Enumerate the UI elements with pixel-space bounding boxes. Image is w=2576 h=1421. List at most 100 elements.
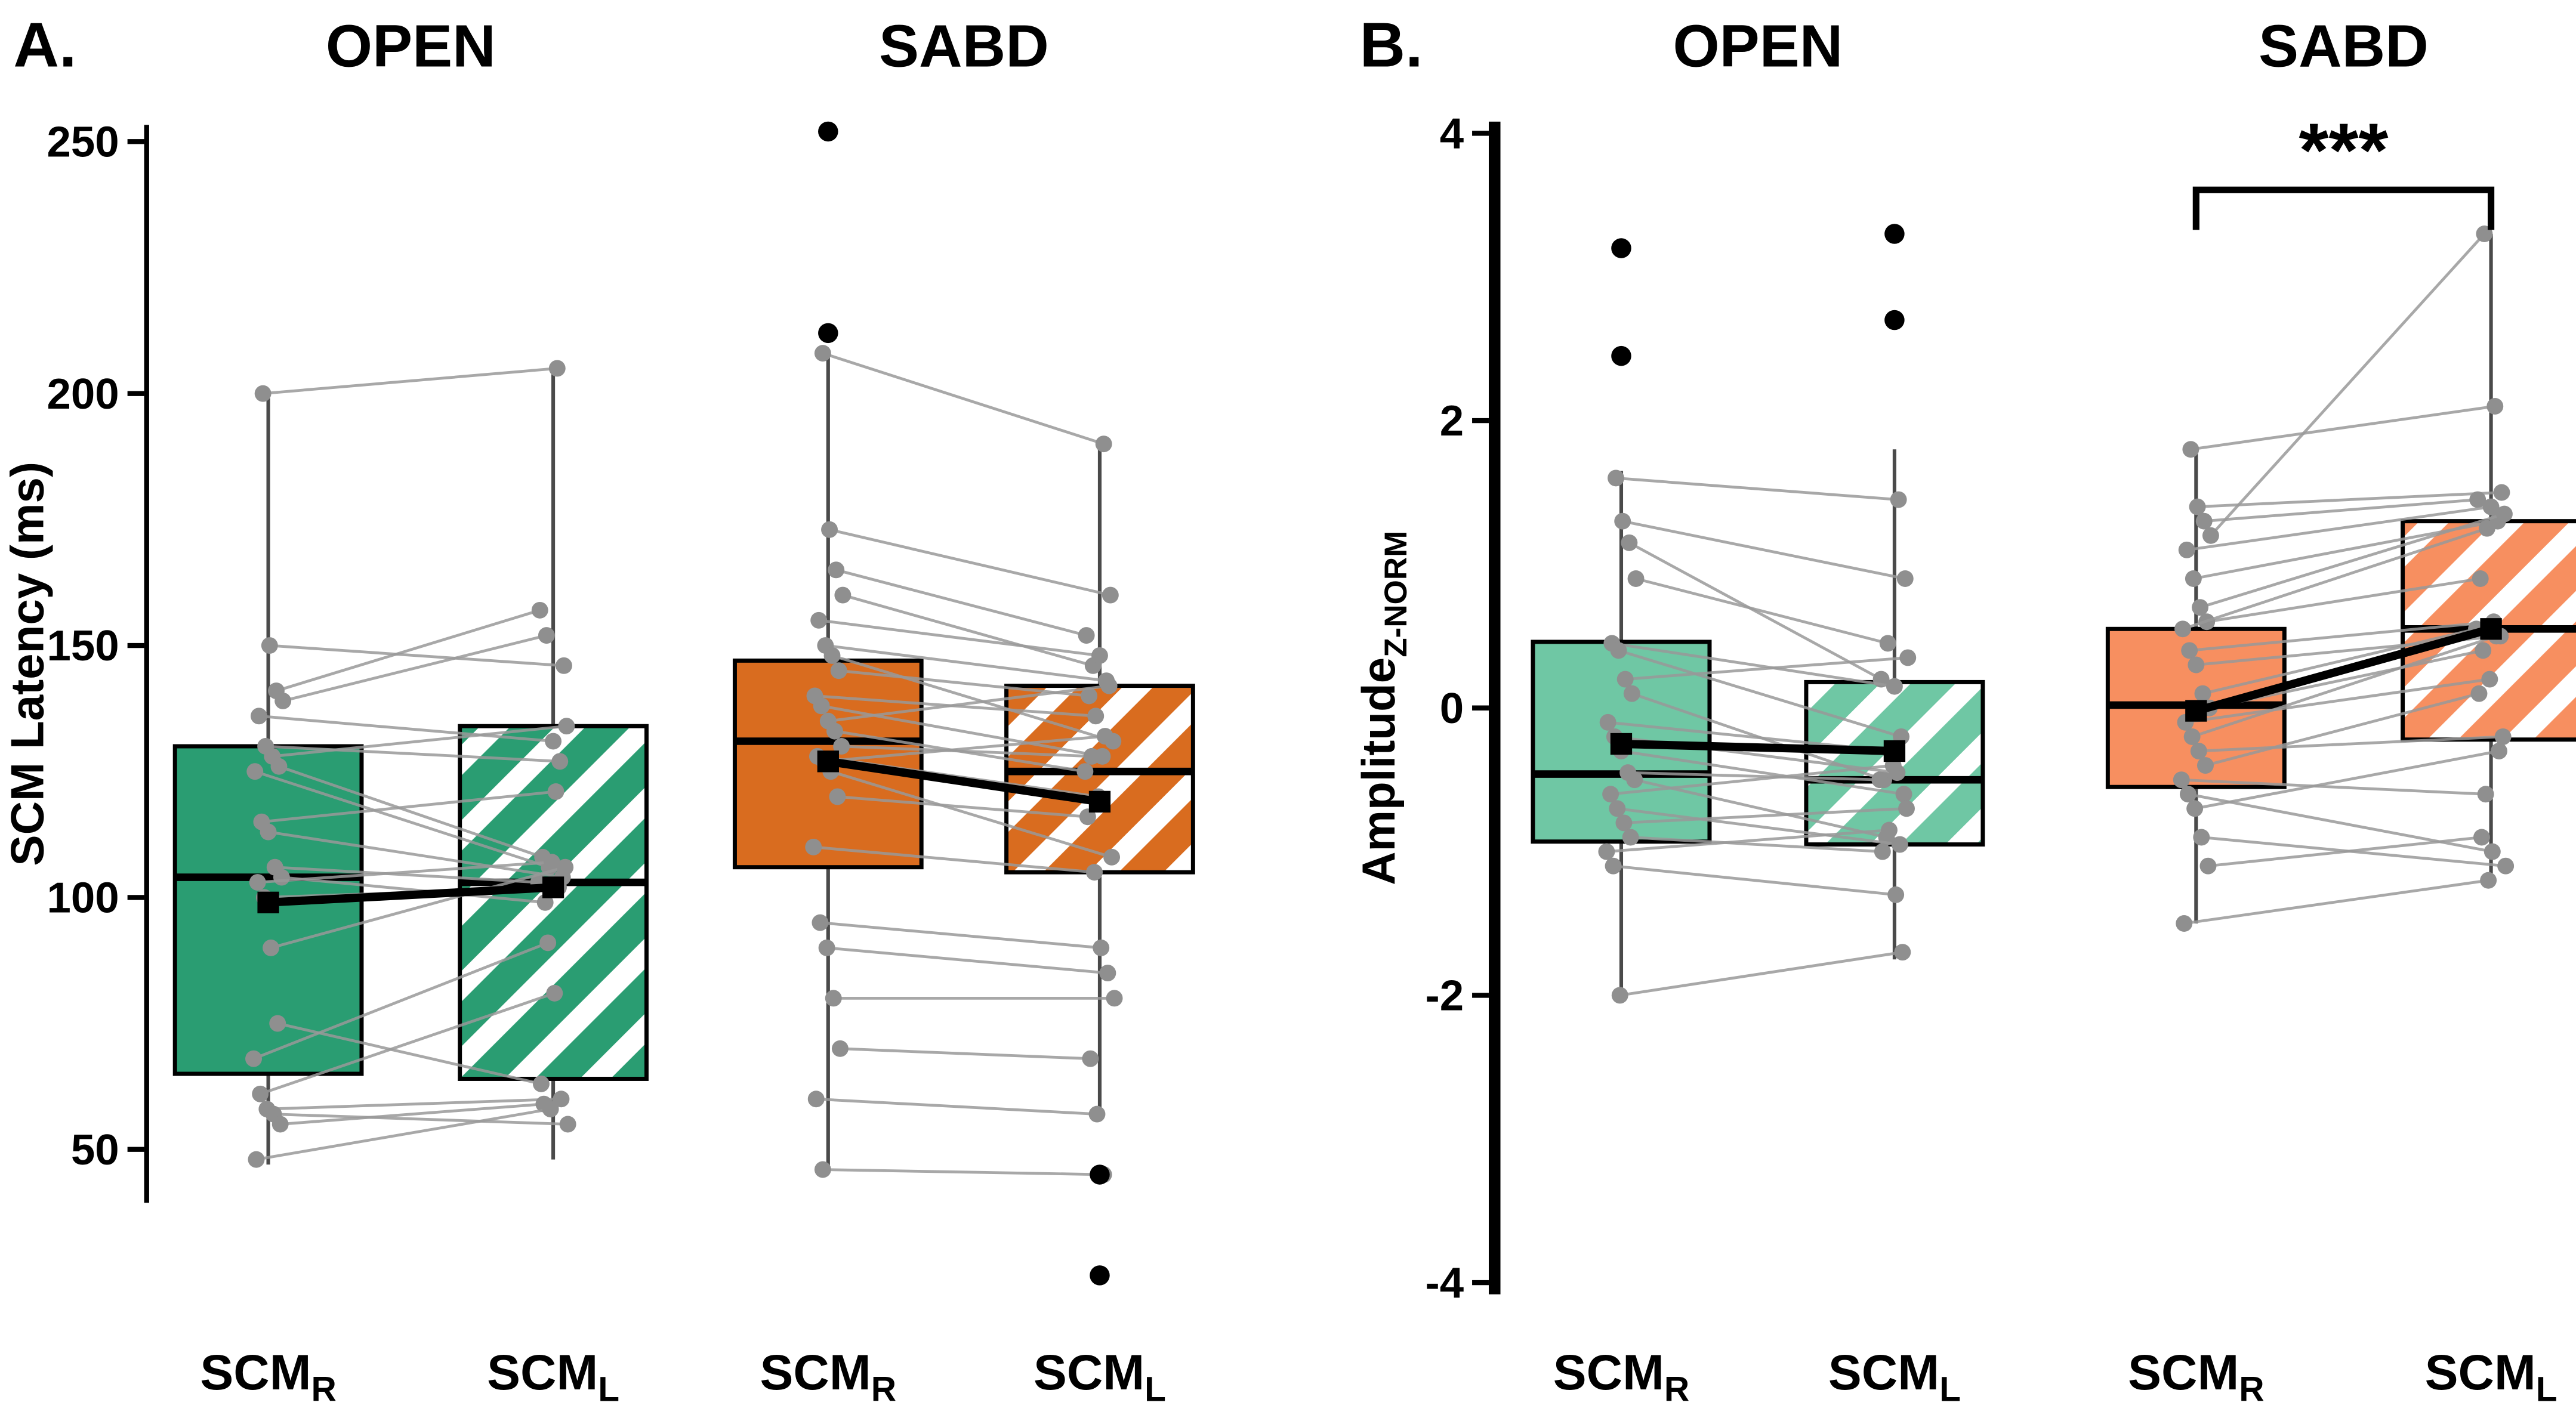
pair-line: [2183, 879, 2489, 925]
pair-line: [276, 608, 541, 693]
mean-marker: [1883, 740, 1906, 762]
pair-line: [282, 634, 547, 703]
data-point: [249, 874, 266, 891]
mean-marker: [542, 876, 564, 898]
data-point: [252, 1085, 269, 1102]
pair-line: [838, 669, 1090, 697]
pair-line: [280, 1102, 544, 1126]
pair-line: [1628, 541, 1882, 681]
pair-line: [2208, 836, 2482, 868]
data-point: [2179, 786, 2196, 803]
data-point: [2186, 800, 2204, 817]
data-point: [2484, 843, 2501, 860]
data-point: [805, 838, 822, 855]
x-label-sub: L: [598, 1370, 619, 1408]
pair-line: [2191, 635, 2497, 739]
pair-line: [263, 367, 557, 396]
x-label-main: SCM: [1828, 1344, 1939, 1400]
pair-line: [828, 684, 1109, 723]
data-point: [263, 939, 280, 956]
group-title: SABD: [879, 13, 1049, 80]
data-point: [1093, 939, 1110, 956]
data-point: [1599, 713, 1616, 731]
outlier-point: [818, 121, 838, 142]
mean-marker: [2185, 700, 2207, 722]
data-point: [1605, 857, 1622, 875]
x-label-main: SCM: [760, 1344, 871, 1400]
panel-letter: A.: [13, 10, 76, 81]
pair-line: [2194, 749, 2500, 810]
data-point: [545, 733, 562, 750]
data-point: [813, 697, 830, 715]
pair-line: [825, 644, 1107, 682]
data-point: [273, 869, 290, 886]
data-point: [2475, 642, 2492, 659]
data-point: [1096, 728, 1113, 745]
pair-line: [268, 830, 563, 879]
pair-line: [2210, 233, 2486, 537]
x-label-sub: R: [311, 1370, 336, 1408]
outlier-point: [1611, 238, 1631, 258]
data-point: [2193, 829, 2210, 846]
y-axis-title-main: Amplitude: [1352, 657, 1405, 885]
data-point: [828, 561, 845, 579]
data-point: [2176, 915, 2193, 932]
data-point: [2493, 484, 2510, 501]
data-point: [250, 708, 267, 725]
x-label-sub: L: [2536, 1370, 2558, 1408]
data-point: [812, 914, 829, 931]
pair-line: [2186, 505, 2491, 552]
pair-line: [1628, 771, 1880, 781]
data-point: [1886, 678, 1903, 695]
pair-line: [1624, 807, 1907, 824]
y-axis-title: AmplitudeZ-NORM: [1352, 531, 1414, 885]
data-point: [558, 718, 575, 735]
data-point: [2194, 685, 2211, 702]
data-point: [2202, 527, 2219, 544]
data-point: [1894, 944, 1911, 961]
data-point: [821, 521, 838, 538]
x-category-label: SCML: [1034, 1344, 1166, 1409]
y-tick-label: 150: [47, 622, 119, 670]
data-point: [2182, 441, 2199, 458]
pair-line: [835, 569, 1087, 637]
data-point: [2491, 743, 2507, 759]
pair-line: [254, 770, 550, 869]
pair-line: [821, 705, 1103, 758]
x-category-label: SCML: [1828, 1344, 1961, 1409]
y-tick-label: 200: [47, 370, 119, 418]
data-point: [1091, 647, 1108, 664]
data-point: [1896, 570, 1914, 587]
data-point: [825, 990, 842, 1007]
data-point: [1621, 534, 1638, 551]
pair-line: [1615, 477, 1899, 501]
pair-line: [1622, 520, 1906, 580]
data-point: [810, 611, 828, 629]
pair-line: [2182, 527, 2488, 631]
pair-line: [258, 714, 554, 743]
data-point: [546, 984, 563, 1002]
data-point: [1891, 836, 1908, 853]
data-point: [1081, 687, 1098, 705]
data-point: [1079, 808, 1096, 826]
x-category-label: SCMR: [200, 1344, 337, 1409]
data-point: [1615, 814, 1633, 832]
data-point: [2197, 757, 2214, 774]
data-point: [246, 763, 264, 780]
y-axis-title-sub: Z-NORM: [1378, 531, 1414, 657]
y-tick-label: 2: [1440, 397, 1464, 445]
data-point: [555, 657, 572, 674]
data-point: [2497, 857, 2515, 875]
pair-line: [840, 1047, 1091, 1061]
x-label-main: SCM: [487, 1344, 598, 1400]
data-point: [270, 758, 288, 775]
pair-line: [274, 866, 539, 884]
y-tick-label: 50: [71, 1126, 119, 1174]
x-label-main: SCM: [1034, 1344, 1144, 1400]
mean-line: [2195, 625, 2492, 715]
pair-line: [260, 991, 556, 1096]
